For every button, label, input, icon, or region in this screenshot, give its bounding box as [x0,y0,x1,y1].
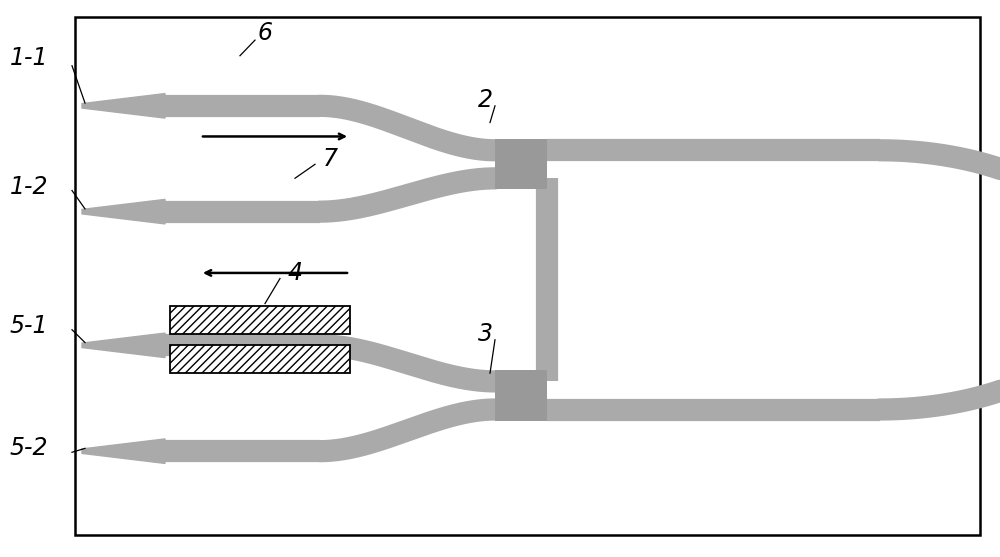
Text: 1-2: 1-2 [10,174,48,199]
Polygon shape [82,439,165,463]
Bar [495,370,547,421]
Text: 3: 3 [478,322,492,346]
Bar [495,139,547,189]
Bar [170,345,350,373]
Text: 4: 4 [288,261,302,285]
Polygon shape [82,333,165,358]
Text: 6: 6 [258,21,272,46]
Text: 2: 2 [478,88,492,113]
Text: 7: 7 [322,146,338,171]
Bar [170,306,350,334]
Text: 1-1: 1-1 [10,46,48,71]
Text: 5-2: 5-2 [10,436,48,461]
Polygon shape [82,94,165,118]
Text: 5-1: 5-1 [10,314,48,338]
Polygon shape [82,199,165,224]
